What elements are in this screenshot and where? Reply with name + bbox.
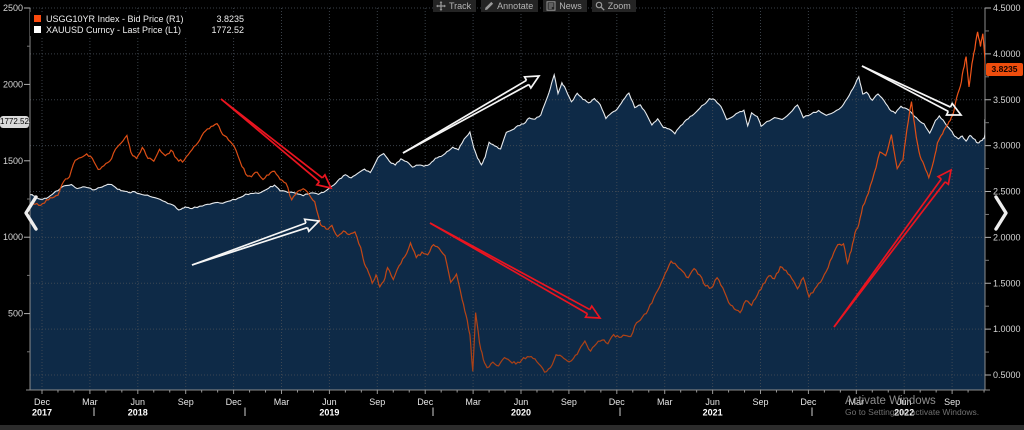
svg-text:3.0000: 3.0000 — [993, 141, 1021, 151]
usgg10yr-swatch — [34, 15, 41, 22]
svg-text:2022: 2022 — [894, 408, 914, 418]
svg-text:2000: 2000 — [3, 79, 23, 89]
svg-text:500: 500 — [8, 309, 23, 319]
svg-text:0.5000: 0.5000 — [993, 370, 1021, 380]
svg-text:Dec: Dec — [609, 397, 626, 407]
left-axis-last-price-badge: 1772.52 — [0, 116, 29, 128]
svg-text:2017: 2017 — [32, 408, 52, 418]
svg-text:Dec: Dec — [417, 397, 434, 407]
svg-text:Jun: Jun — [322, 397, 337, 407]
svg-text:2500: 2500 — [3, 3, 23, 13]
svg-text:3.5000: 3.5000 — [993, 95, 1021, 105]
svg-text:Sep: Sep — [369, 397, 385, 407]
svg-text:Mar: Mar — [82, 397, 98, 407]
svg-text:Jun: Jun — [705, 397, 720, 407]
svg-text:2020: 2020 — [511, 408, 531, 418]
usgg10yr-last-value: 3.8235 — [216, 13, 244, 24]
zoom-button[interactable]: Zoom — [591, 0, 636, 12]
annotate-button-label: Annotate — [497, 1, 534, 11]
svg-text:2018: 2018 — [128, 408, 148, 418]
annotation-arrow[interactable] — [191, 218, 321, 266]
chart-toolbar: Track Annotate News Zoom — [433, 0, 636, 12]
svg-text:4.5000: 4.5000 — [993, 3, 1021, 13]
xauusd-last-value: 1772.52 — [211, 24, 244, 35]
svg-text:4.0000: 4.0000 — [993, 49, 1021, 59]
svg-text:2.0000: 2.0000 — [993, 232, 1021, 242]
right-axis-last-price-badge: 3.8235 — [986, 63, 1023, 76]
svg-text:Dec: Dec — [226, 397, 243, 407]
svg-text:Jun: Jun — [897, 397, 912, 407]
annotate-button[interactable]: Annotate — [481, 0, 539, 12]
pencil-icon — [485, 1, 494, 11]
track-button[interactable]: Track — [433, 0, 477, 12]
series-lines — [30, 31, 985, 373]
gridlines — [30, 7, 985, 390]
svg-text:Sep: Sep — [178, 397, 194, 407]
legend-row-usgg10yr[interactable]: USGG10YR Index - Bid Price (R1) 3.8235 — [32, 13, 244, 24]
svg-text:Dec: Dec — [34, 397, 51, 407]
annotation-arrows[interactable] — [191, 65, 963, 328]
svg-text:Mar: Mar — [465, 397, 481, 407]
svg-text:Sep: Sep — [752, 397, 768, 407]
svg-text:1.0000: 1.0000 — [993, 324, 1021, 334]
track-crosshair-icon — [436, 1, 446, 11]
chart-legend: USGG10YR Index - Bid Price (R1) 3.8235 X… — [30, 12, 246, 36]
annotation-arrow[interactable] — [833, 168, 953, 328]
annotation-arrow[interactable] — [220, 98, 333, 190]
usgg10yr-line — [30, 31, 985, 373]
zoom-button-label: Zoom — [607, 1, 631, 11]
axes: 2500 2000 1500 1000 500 4.5000 4.0000 3.5000 3.0… — [3, 3, 1021, 418]
svg-text:Sep: Sep — [561, 397, 577, 407]
svg-text:2.5000: 2.5000 — [993, 187, 1021, 197]
svg-text:Mar: Mar — [274, 397, 290, 407]
annotation-arrow[interactable] — [429, 222, 602, 319]
svg-text:1.5000: 1.5000 — [993, 278, 1021, 288]
pan-right-chevron-icon[interactable] — [993, 194, 1009, 232]
svg-text:Mar: Mar — [657, 397, 673, 407]
svg-text:1500: 1500 — [3, 156, 23, 166]
svg-text:Jun: Jun — [131, 397, 146, 407]
news-button[interactable]: News — [543, 0, 587, 12]
annotation-arrow[interactable] — [402, 75, 541, 154]
bottom-strip — [0, 425, 1024, 430]
svg-text:2019: 2019 — [319, 408, 339, 418]
xauusd-label: XAUUSD Curncy - Last Price (L1) — [46, 24, 182, 35]
svg-text:2021: 2021 — [703, 408, 723, 418]
legend-row-xauusd[interactable]: XAUUSD Curncy - Last Price (L1) 1772.52 — [32, 24, 244, 35]
svg-text:Dec: Dec — [800, 397, 817, 407]
svg-text:Jun: Jun — [514, 397, 529, 407]
xauusd-line — [30, 72, 985, 211]
pan-left-chevron-icon[interactable] — [23, 194, 39, 232]
usgg10yr-label: USGG10YR Index - Bid Price (R1) — [46, 13, 184, 24]
news-page-icon — [546, 1, 556, 11]
svg-text:Mar: Mar — [849, 397, 865, 407]
track-button-label: Track — [449, 1, 472, 11]
svg-text:1000: 1000 — [3, 232, 23, 242]
xauusd-area-fill — [30, 74, 985, 390]
news-button-label: News — [559, 1, 582, 11]
xauusd-swatch — [34, 26, 41, 33]
magnifier-icon — [595, 1, 605, 11]
svg-text:Sep: Sep — [944, 397, 960, 407]
annotation-arrow[interactable] — [861, 65, 963, 116]
